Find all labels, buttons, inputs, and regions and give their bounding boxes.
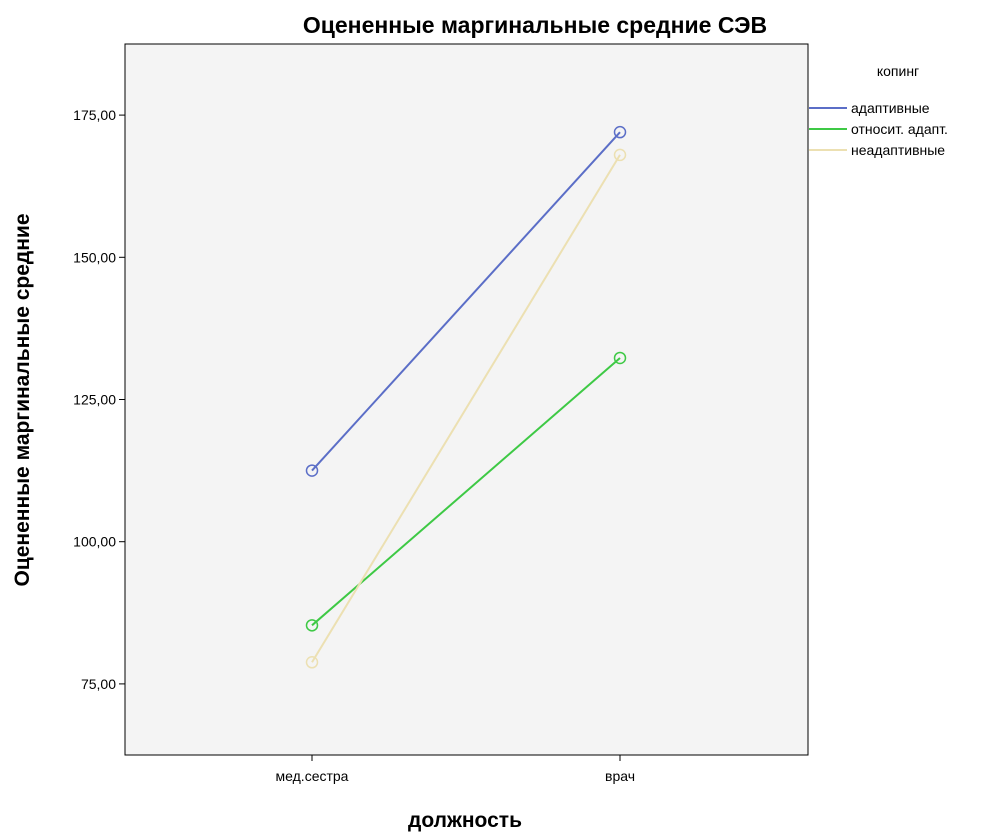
data-point [613,148,627,162]
x-tick-label: мед.сестра [276,768,349,784]
y-tick-label: 150,00 [73,249,116,265]
data-point [305,464,319,477]
x-axis-title: должность [408,809,522,832]
series-2 [305,351,627,632]
legend-label: адаптивные [851,100,930,116]
series-line [311,154,621,663]
data-point [305,656,319,669]
legend-label: неадаптивные [851,142,945,158]
series-line [311,131,621,472]
data-point [613,351,627,365]
legend-title: копинг [877,63,919,79]
y-tick-label: 100,00 [73,534,116,550]
chart-title: Оцененные маргинальные средние СЭВ [303,12,767,38]
y-axis: 75,00 100,00 125,00 150,00 175,00 [73,107,125,692]
series-1 [305,125,627,477]
y-axis-title: Оцененные маргинальные средние [11,213,34,586]
legend: копинг адаптивные относит. адапт. неадапти… [809,63,948,158]
y-tick-label: 75,00 [81,676,116,692]
plot-area [124,43,809,756]
series-layer [305,125,627,669]
y-tick-label: 125,00 [73,392,116,408]
series-3 [305,148,627,669]
legend-label: относит. адапт. [851,121,948,137]
series-line [311,357,621,627]
x-tick-label: врач [605,768,635,784]
x-axis: мед.сестра врач [276,755,635,784]
data-point [305,619,319,632]
data-point [613,125,627,139]
y-tick-label: 175,00 [73,107,116,123]
